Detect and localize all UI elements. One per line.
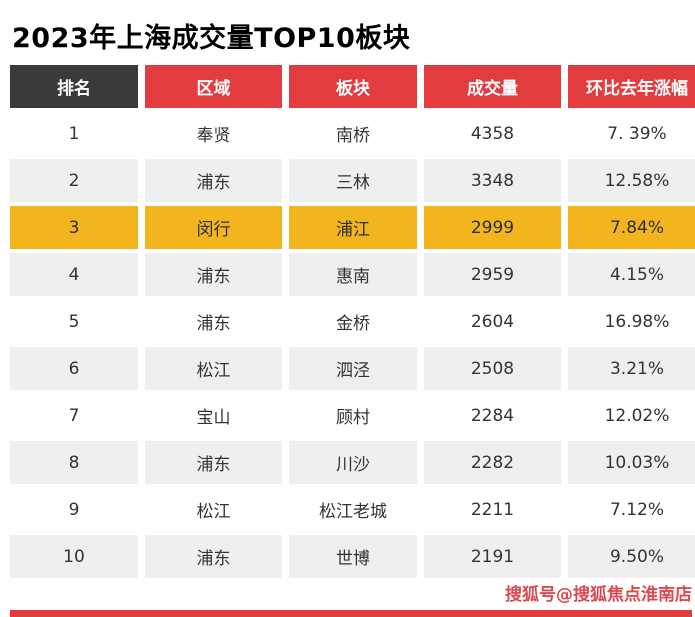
cell-volume: 2282 xyxy=(424,441,561,484)
table-header: 排名 区域 板块 成交量 环比去年涨幅 xyxy=(10,65,695,108)
cell-volume: 2999 xyxy=(424,206,561,249)
table-row: 10 浦东 世博 2191 9.50% xyxy=(10,535,695,578)
table-row: 7 宝山 顾村 2284 12.02% xyxy=(10,394,695,437)
cell-change: 12.02% xyxy=(568,394,695,437)
cell-region: 奉贤 xyxy=(145,112,282,155)
cell-rank: 7 xyxy=(10,394,138,437)
table-row: 5 浦东 金桥 2604 16.98% xyxy=(10,300,695,343)
header-plate: 板块 xyxy=(289,65,417,108)
table-row: 8 浦东 川沙 2282 10.03% xyxy=(10,441,695,484)
cell-change: 9.50% xyxy=(568,535,695,578)
cell-plate: 金桥 xyxy=(289,300,417,343)
header-rank: 排名 xyxy=(10,65,138,108)
cell-volume: 2191 xyxy=(424,535,561,578)
cell-rank: 6 xyxy=(10,347,138,390)
cell-rank: 3 xyxy=(10,206,138,249)
cell-region: 松江 xyxy=(145,347,282,390)
cell-plate: 顾村 xyxy=(289,394,417,437)
cell-change: 4.15% xyxy=(568,253,695,296)
cell-plate: 惠南 xyxy=(289,253,417,296)
cell-region: 闵行 xyxy=(145,206,282,249)
cell-change: 7.84% xyxy=(568,206,695,249)
cell-volume: 4358 xyxy=(424,112,561,155)
cell-change: 7. 39% xyxy=(568,112,695,155)
table-row: 6 松江 泗泾 2508 3.21% xyxy=(10,347,695,390)
cell-rank: 4 xyxy=(10,253,138,296)
cell-region: 松江 xyxy=(145,488,282,531)
cell-plate: 三林 xyxy=(289,159,417,202)
cell-change: 16.98% xyxy=(568,300,695,343)
cell-rank: 8 xyxy=(10,441,138,484)
page-title: 2023年上海成交量TOP10板块 xyxy=(12,23,411,54)
cell-change: 10.03% xyxy=(568,441,695,484)
bottom-red-bar xyxy=(10,610,692,617)
table-row: 2 浦东 三林 3348 12.58% xyxy=(10,159,695,202)
watermark: 搜狐号@搜狐焦点淮南店 xyxy=(505,585,692,605)
cell-volume: 2284 xyxy=(424,394,561,437)
header-row: 排名 区域 板块 成交量 环比去年涨幅 xyxy=(10,65,695,108)
cell-region: 浦东 xyxy=(145,253,282,296)
table-body: 1 奉贤 南桥 4358 7. 39% 2 浦东 三林 3348 12.58% 3 闵行 浦江 2999 7… xyxy=(10,112,695,578)
cell-rank: 1 xyxy=(10,112,138,155)
cell-change: 7.12% xyxy=(568,488,695,531)
table-row: 3 闵行 浦江 2999 7.84% xyxy=(10,206,695,249)
cell-region: 宝山 xyxy=(145,394,282,437)
cell-rank: 9 xyxy=(10,488,138,531)
cell-region: 浦东 xyxy=(145,300,282,343)
header-change: 环比去年涨幅 xyxy=(568,65,695,108)
cell-rank: 5 xyxy=(10,300,138,343)
header-volume: 成交量 xyxy=(424,65,561,108)
table-row: 4 浦东 惠南 2959 4.15% xyxy=(10,253,695,296)
cell-change: 12.58% xyxy=(568,159,695,202)
cell-volume: 2508 xyxy=(424,347,561,390)
cell-volume: 2211 xyxy=(424,488,561,531)
cell-region: 浦东 xyxy=(145,441,282,484)
table-row: 9 松江 松江老城 2211 7.12% xyxy=(10,488,695,531)
cell-rank: 2 xyxy=(10,159,138,202)
cell-region: 浦东 xyxy=(145,535,282,578)
cell-volume: 3348 xyxy=(424,159,561,202)
top10-table: 排名 区域 板块 成交量 环比去年涨幅 1 奉贤 南桥 4358 7. 39% 2 浦东 三林… xyxy=(3,61,695,582)
header-region: 区域 xyxy=(145,65,282,108)
cell-plate: 世博 xyxy=(289,535,417,578)
cell-plate: 川沙 xyxy=(289,441,417,484)
cell-rank: 10 xyxy=(10,535,138,578)
cell-plate: 泗泾 xyxy=(289,347,417,390)
cell-plate: 南桥 xyxy=(289,112,417,155)
cell-volume: 2959 xyxy=(424,253,561,296)
table-row: 1 奉贤 南桥 4358 7. 39% xyxy=(10,112,695,155)
cell-plate: 浦江 xyxy=(289,206,417,249)
cell-volume: 2604 xyxy=(424,300,561,343)
cell-region: 浦东 xyxy=(145,159,282,202)
cell-change: 3.21% xyxy=(568,347,695,390)
cell-plate: 松江老城 xyxy=(289,488,417,531)
